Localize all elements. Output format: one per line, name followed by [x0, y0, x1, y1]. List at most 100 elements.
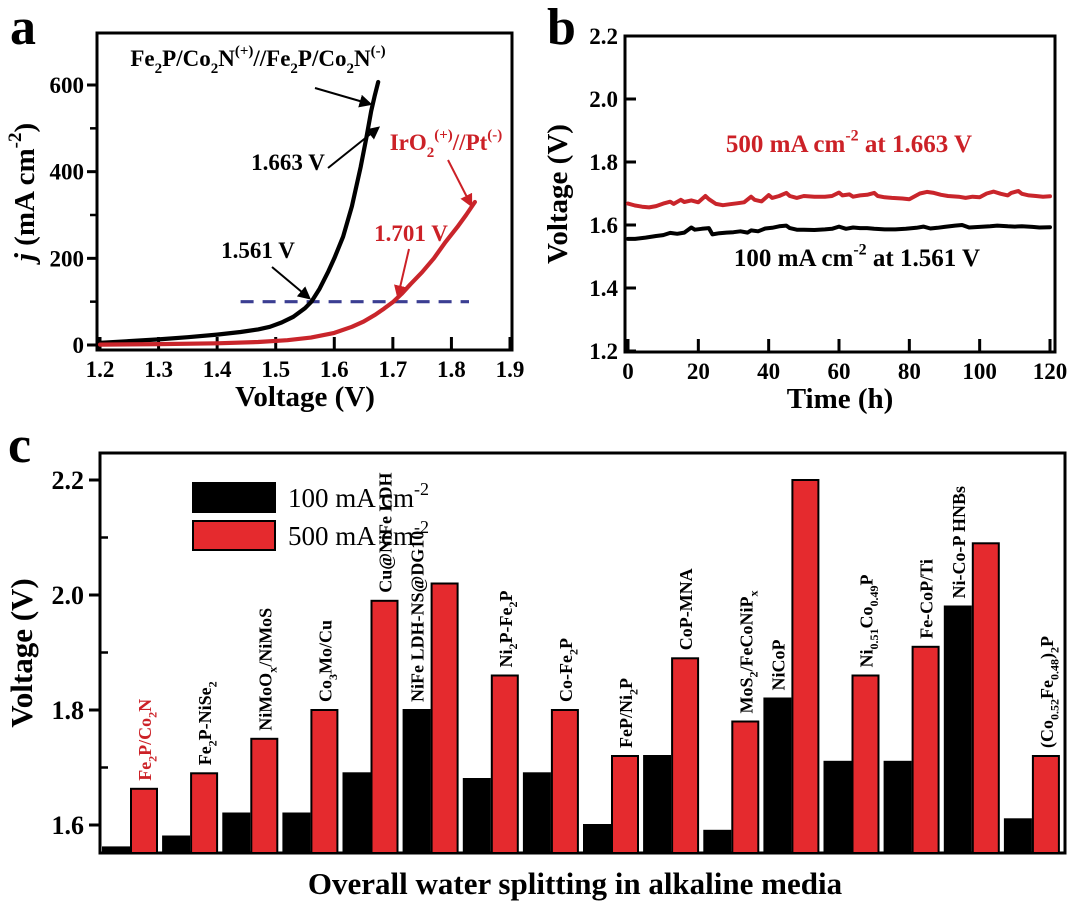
label-part: (+)	[235, 44, 254, 60]
label-part: Mo/Cu	[315, 620, 335, 674]
annotation-text: 1.663 V	[251, 150, 325, 175]
bar-500mA	[1031, 755, 1060, 854]
label-part: /NiMoS	[255, 608, 275, 668]
label-part: 2	[145, 756, 159, 762]
annotation-arrow	[271, 266, 311, 300]
label-part: 1.6	[589, 213, 618, 238]
label-part: 500 mA cm	[726, 131, 846, 158]
annotation-text: 500 mA cm-2 at 1.663 V	[726, 128, 972, 158]
label-part: Co-Fe	[556, 655, 576, 702]
label-part: 0.52	[1047, 699, 1061, 720]
label-part: 0.48	[1047, 659, 1061, 680]
x-tick-label: 40	[757, 359, 780, 384]
label-part: 2	[145, 712, 159, 718]
label-part: P	[616, 678, 636, 689]
label-part: IrO	[390, 130, 427, 155]
bar-100mA	[462, 778, 491, 854]
label-part: Ni-Co-P HNBs	[949, 486, 969, 599]
legend-label-500mA: 500 mA cm-2	[288, 517, 429, 551]
annotation-text: Fe2P/Co2N(+)//Fe2P/Co2N(-)	[130, 44, 385, 77]
label-part: 400	[50, 160, 85, 185]
label-part: Voltage (V)	[542, 124, 574, 264]
bar-category-label: Ni2P-Fe2P	[496, 591, 520, 668]
label-part: (+)	[434, 128, 453, 144]
plot-border	[95, 31, 514, 352]
bar-100mA	[222, 812, 251, 854]
label-part: x	[266, 667, 280, 673]
panel-a-polarization-chart: 1.2 1.3 1.4 1.5 1.6 1.7 1.8 1.9 0 200 400 600 Voltag…	[5, 31, 525, 413]
y-tick-label: 200	[50, 246, 85, 271]
bar-100mA	[703, 829, 732, 855]
bar-100mA	[102, 846, 130, 854]
label-part: NiCoP	[768, 640, 788, 691]
label-part: x	[747, 591, 761, 597]
x-tick-label: 1.9	[496, 357, 525, 382]
label-part: (Co	[1037, 720, 1058, 748]
bar-500mA	[911, 645, 940, 854]
bar-500mA	[190, 772, 219, 854]
x-axis-title: Time (h)	[787, 383, 894, 415]
label-part: -2	[414, 517, 429, 537]
y-tick-label: 400	[50, 160, 85, 185]
label-part: 2	[290, 61, 298, 77]
label-part: )	[1037, 653, 1058, 659]
bar-100mA	[1003, 818, 1032, 855]
label-part: Overall water splitting in alkaline medi…	[308, 866, 843, 901]
label-part: at 1.663 V	[859, 131, 972, 158]
x-tick-label: 1.8	[437, 357, 466, 382]
label-part: Fe	[1037, 680, 1057, 699]
panel-c-comparison-bar-chart: 1.6 1.8 2.0 2.2 Voltage (V) Overall water spl…	[4, 451, 1067, 901]
x-axis-title: Voltage (V)	[235, 381, 375, 413]
panel-c-letter: c	[8, 417, 32, 474]
bar-500mA	[430, 582, 459, 854]
label-part: -2	[414, 479, 429, 499]
label-part: P-NiSe	[195, 687, 215, 740]
y-tick-label: 1.8	[52, 696, 85, 725]
label-part: 2	[506, 644, 520, 650]
label-part: 0	[73, 333, 85, 358]
bar-category-label: Co-Fe2P	[556, 638, 580, 702]
stability-curve-red	[626, 189, 1052, 210]
bar-100mA	[823, 760, 852, 854]
label-part: 1.701 V	[374, 221, 448, 246]
label-part: Cu@NiFe LDH	[376, 473, 396, 593]
label-part: 200	[50, 246, 85, 271]
label-part: 500 mA cm	[288, 521, 414, 551]
label-part: -2	[5, 133, 26, 149]
bar-500mA	[851, 674, 880, 854]
bar-100mA	[883, 760, 912, 854]
x-tick-label: 60	[828, 359, 851, 384]
bar-100mA	[522, 772, 551, 854]
bar-500mA	[731, 720, 760, 854]
x-tick-label: 1.2	[86, 357, 115, 382]
label-part: (-)	[487, 128, 502, 144]
bar-500mA	[791, 479, 820, 854]
label-part: Fe	[130, 46, 154, 71]
bar-100mA	[583, 824, 611, 854]
label-part: 0	[622, 359, 634, 384]
label-part: 1.2	[86, 357, 115, 382]
bar-category-label: Fe2P-NiSe2	[195, 681, 219, 765]
label-part: 2	[1047, 647, 1061, 653]
bar-100mA	[763, 697, 792, 854]
label-part: 3	[326, 674, 340, 680]
bar-500mA	[130, 787, 158, 854]
label-part: )	[9, 123, 41, 133]
annotation-arrow	[447, 159, 473, 208]
bar-100mA	[162, 835, 191, 854]
label-part: j	[9, 252, 41, 265]
label-part: 1.2	[589, 339, 618, 364]
label-part: NiFe LDH-NS@DG10	[408, 531, 428, 702]
y-tick-label: 1.6	[52, 811, 85, 840]
bar-500mA	[250, 737, 279, 854]
bar-500mA	[550, 709, 579, 854]
bar-category-label: (Co0.52Fe0.48)2P	[1037, 636, 1061, 748]
bar-category-label: CoP-MNA	[676, 568, 696, 650]
y-tick-label: 600	[50, 73, 85, 98]
panel-b-letter: b	[547, 0, 576, 56]
bar-category-label: Fe-CoP/Ti	[917, 559, 937, 639]
label-part: 2	[206, 740, 220, 746]
label-part: (mA cm	[9, 148, 41, 253]
label-part: Fe	[135, 762, 155, 781]
label-part: 1.7	[378, 357, 407, 382]
